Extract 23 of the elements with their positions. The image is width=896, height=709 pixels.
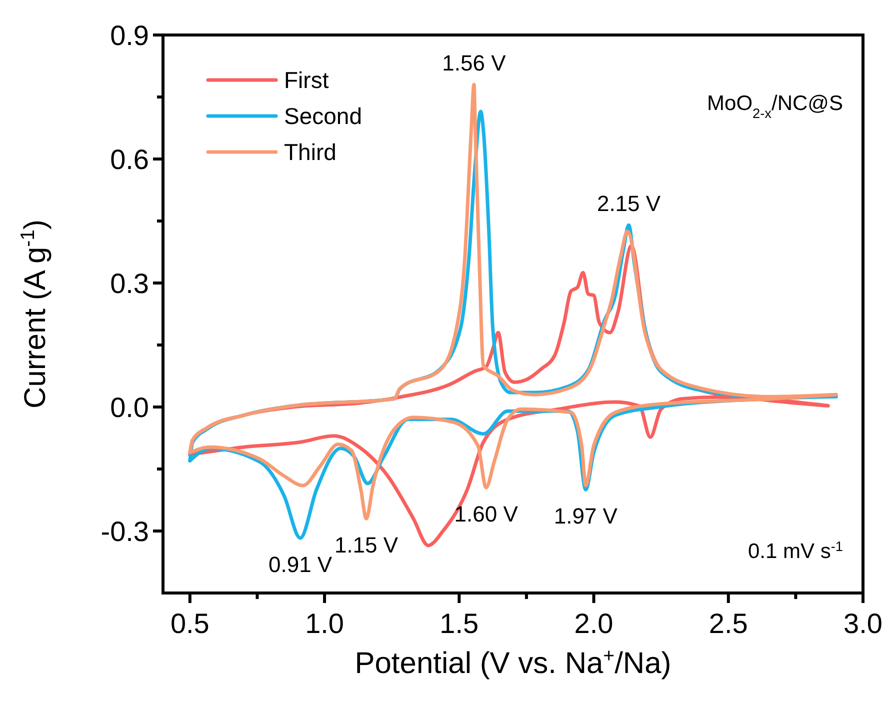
annotation: 2.15 V <box>596 191 661 216</box>
legend-label: First <box>284 67 330 93</box>
y-tick-label: -0.3 <box>100 516 149 547</box>
text: 3.0 <box>844 608 882 639</box>
annotation: 1.97 V <box>554 504 618 529</box>
x-axis-title: Potential (V vs. Na$^{+}$/Na) <box>354 645 672 680</box>
annotation: 1.15 V <box>334 532 398 558</box>
x-tick-label: 2.5 <box>708 608 748 639</box>
x-tick-label: 1.5 <box>440 608 479 639</box>
y-tick-label: 0.6 <box>110 144 149 175</box>
y-tick-label: 0.0 <box>110 392 149 423</box>
annotation: MoO$_{2-x}$/NC@S <box>707 92 843 120</box>
annotation: 0.91 V <box>268 552 332 578</box>
y-tick-label: 0.3 <box>110 268 149 299</box>
annotation: 1.60 V <box>454 502 518 527</box>
legend-label: Third <box>284 139 336 165</box>
text: 1.0 <box>305 608 344 639</box>
annotation: 1.56 V <box>442 50 506 76</box>
y-tick-label: 0.9 <box>110 20 149 51</box>
x-tick-label: 0.5 <box>170 608 210 639</box>
text: 2.0 <box>574 608 614 639</box>
annotation: 0.1 mV s$^{-1}$ <box>748 538 843 563</box>
legend-label: Second <box>284 103 362 129</box>
